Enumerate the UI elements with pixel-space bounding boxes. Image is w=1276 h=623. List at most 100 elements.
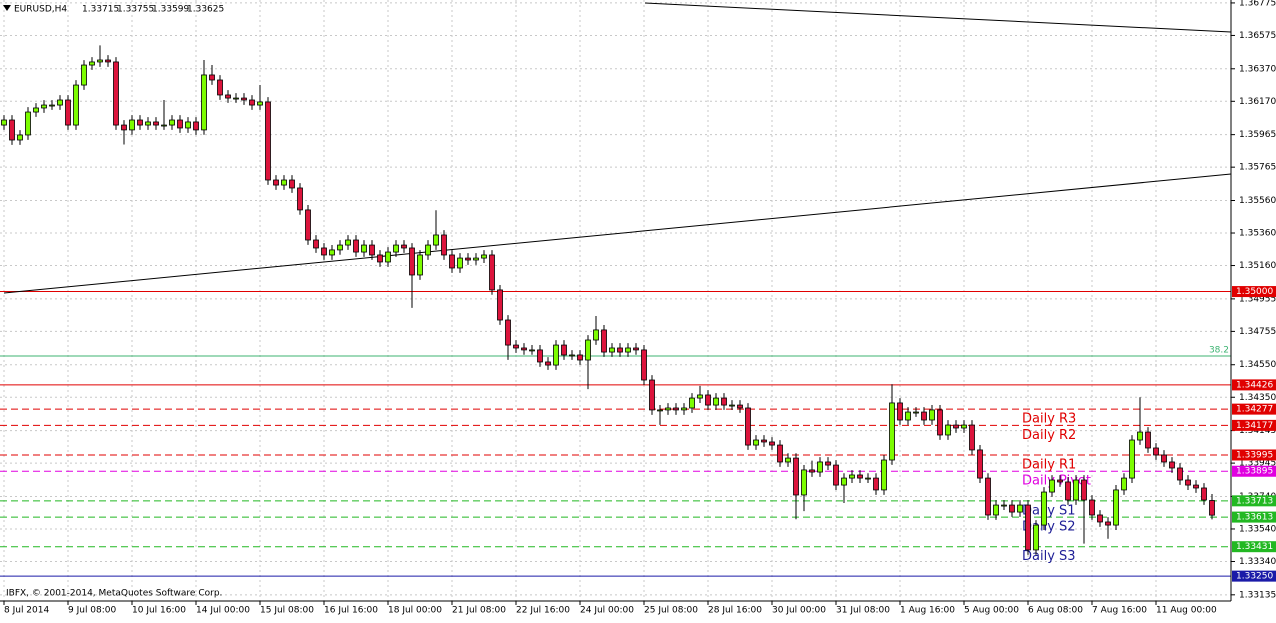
candle-body (466, 258, 471, 260)
fibo-label: 38.2 (1209, 345, 1229, 355)
candle-body (818, 462, 823, 472)
candle-body (370, 245, 375, 255)
candle-body (570, 355, 575, 356)
candle-body (722, 398, 727, 405)
copyright-note: IBFX, © 2001-2014, MetaQuotes Software C… (6, 589, 222, 599)
candle-body (434, 235, 439, 245)
candle-body (194, 122, 199, 130)
candle-body (1090, 500, 1095, 515)
candle-body (498, 290, 503, 320)
candle-body (1194, 485, 1199, 488)
candle-body (714, 398, 719, 405)
candle-body (1074, 480, 1079, 500)
candle-body (1186, 480, 1191, 485)
candle-body (826, 462, 831, 465)
candle-body (170, 120, 175, 125)
x-tick-label: 18 Jul 00:00 (388, 606, 442, 616)
candle-body (1154, 448, 1159, 455)
candle-body (314, 240, 319, 248)
y-tick-label: 1.35160 (1239, 261, 1276, 271)
candle-body (378, 255, 383, 262)
candle-body (1106, 522, 1111, 525)
candle-body (242, 98, 247, 100)
candle-body (674, 408, 679, 410)
candle-body (546, 362, 551, 365)
candle-body (106, 60, 111, 62)
candle-body (698, 395, 703, 398)
candle-body (346, 240, 351, 245)
candle-body (386, 252, 391, 262)
candle-body (146, 122, 151, 125)
header-open: 1.33715 (82, 5, 119, 15)
header-high: 1.33755 (117, 5, 154, 15)
candle-body (650, 380, 655, 410)
candle-body (458, 258, 463, 268)
candle-body (306, 210, 311, 240)
candle-body (418, 255, 423, 275)
y-tick-label: 1.34755 (1239, 327, 1276, 337)
x-tick-label: 24 Jul 00:00 (580, 606, 634, 616)
candle-body (1026, 505, 1031, 550)
candle-body (602, 330, 607, 352)
level-label: 1.34177 (1236, 421, 1273, 431)
candle-body (1058, 480, 1063, 482)
candle-body (1042, 492, 1047, 525)
candle-body (2, 120, 7, 125)
candle-body (738, 405, 743, 408)
candle-body (786, 458, 791, 462)
y-tick-label: 1.33340 (1239, 557, 1276, 567)
candle-body (1018, 505, 1023, 512)
candle-body (402, 245, 407, 248)
x-tick-label: 22 Jul 16:00 (516, 606, 570, 616)
candle-body (554, 345, 559, 365)
candle-body (810, 470, 815, 472)
candle-body (794, 458, 799, 495)
candle-body (562, 345, 567, 355)
candle-body (426, 245, 431, 255)
header-close: 1.33625 (187, 5, 224, 15)
y-tick-label: 1.33540 (1239, 524, 1276, 534)
level-label: 1.33250 (1236, 572, 1273, 582)
trendlines (4, 3, 1231, 293)
candle-body (74, 85, 79, 125)
level-label: 1.33613 (1236, 513, 1273, 523)
candle-body (922, 412, 927, 420)
candle-body (882, 460, 887, 490)
candle-body (1202, 488, 1207, 500)
candle-body (978, 450, 983, 478)
x-tick-label: 10 Jul 16:00 (132, 606, 186, 616)
x-tick-label: 7 Aug 16:00 (1092, 606, 1147, 616)
candle-body (522, 348, 527, 350)
candle-body (82, 65, 87, 85)
candle-body (946, 425, 951, 435)
y-tick-label: 1.35965 (1239, 130, 1276, 140)
candle-body (642, 350, 647, 380)
level-name: Daily R2 (1022, 428, 1076, 443)
candle-body (410, 248, 415, 275)
candle-body (442, 235, 447, 255)
level-label: 1.33895 (1236, 467, 1273, 477)
candle-body (1010, 505, 1015, 512)
level-label: 1.34426 (1236, 380, 1273, 390)
candle-body (994, 505, 999, 515)
x-tick-label: 11 Aug 00:00 (1156, 606, 1217, 616)
candle-body (666, 408, 671, 410)
candle-body (634, 348, 639, 350)
candle-body (1002, 505, 1007, 506)
candle-body (226, 95, 231, 98)
level-label: 1.33995 (1236, 450, 1273, 460)
candle-body (914, 412, 919, 413)
candle-body (26, 112, 31, 135)
x-tick-label: 6 Aug 08:00 (1028, 606, 1083, 616)
candle-body (938, 410, 943, 435)
level-label: 1.33431 (1236, 542, 1273, 552)
candle-body (706, 395, 711, 405)
y-tick-label: 1.36370 (1239, 64, 1276, 74)
candle-body (506, 320, 511, 345)
level-name: Daily Pivot (1022, 474, 1091, 489)
candle-body (866, 478, 871, 479)
candle-body (970, 425, 975, 450)
candle-body (850, 475, 855, 478)
candle-body (874, 478, 879, 490)
